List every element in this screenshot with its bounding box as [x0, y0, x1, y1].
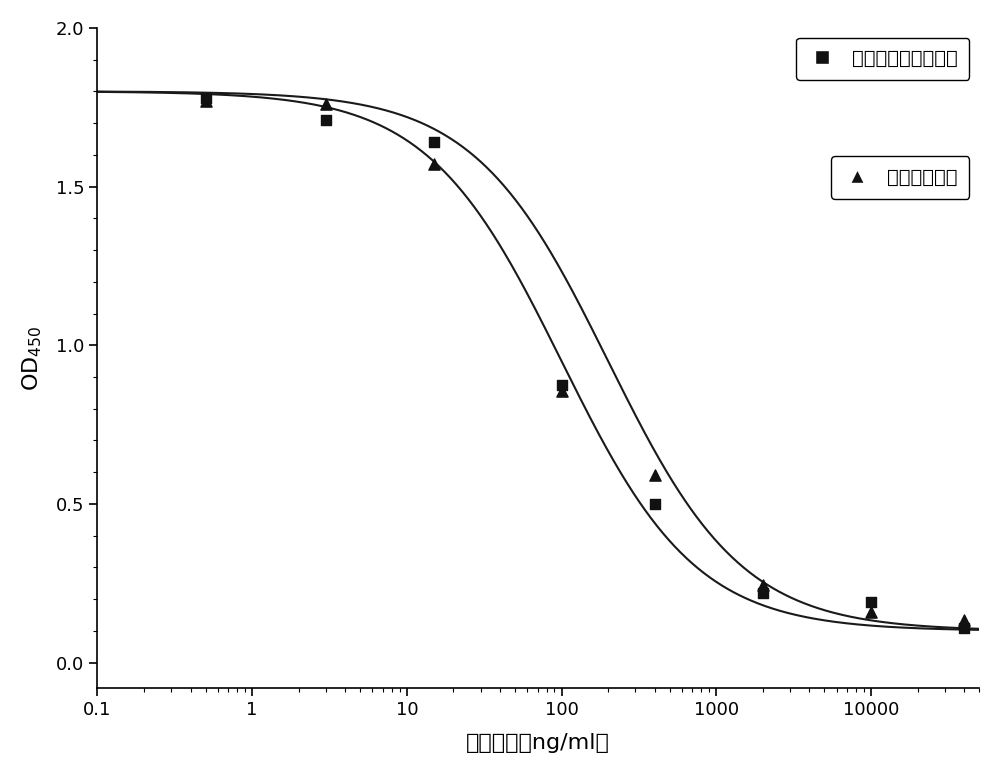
- 重组人胰岛素标准品: [647, 498, 663, 510]
- 重组人胰岛素: [647, 469, 663, 481]
- X-axis label: 浓度对数（ng/ml）: 浓度对数（ng/ml）: [466, 733, 610, 753]
- 重组人胰岛素标准品: [863, 596, 879, 608]
- Legend: 重组人胰岛素: 重组人胰岛素: [831, 156, 969, 199]
- 重组人胰岛素: [198, 94, 214, 107]
- 重组人胰岛素: [755, 579, 771, 591]
- 重组人胰岛素: [426, 158, 442, 170]
- 重组人胰岛素: [863, 606, 879, 618]
- 重组人胰岛素标准品: [426, 136, 442, 149]
- 重组人胰岛素标准品: [554, 378, 570, 391]
- 重组人胰岛素标准品: [198, 91, 214, 104]
- 重组人胰岛素: [956, 614, 972, 626]
- 重组人胰岛素标准品: [318, 114, 334, 126]
- Y-axis label: $\mathregular{OD_{450}}$: $\mathregular{OD_{450}}$: [21, 325, 44, 391]
- 重组人胰岛素: [318, 98, 334, 110]
- 重组人胰岛素标准品: [956, 622, 972, 634]
- 重组人胰岛素标准品: [755, 587, 771, 599]
- 重组人胰岛素: [554, 385, 570, 398]
